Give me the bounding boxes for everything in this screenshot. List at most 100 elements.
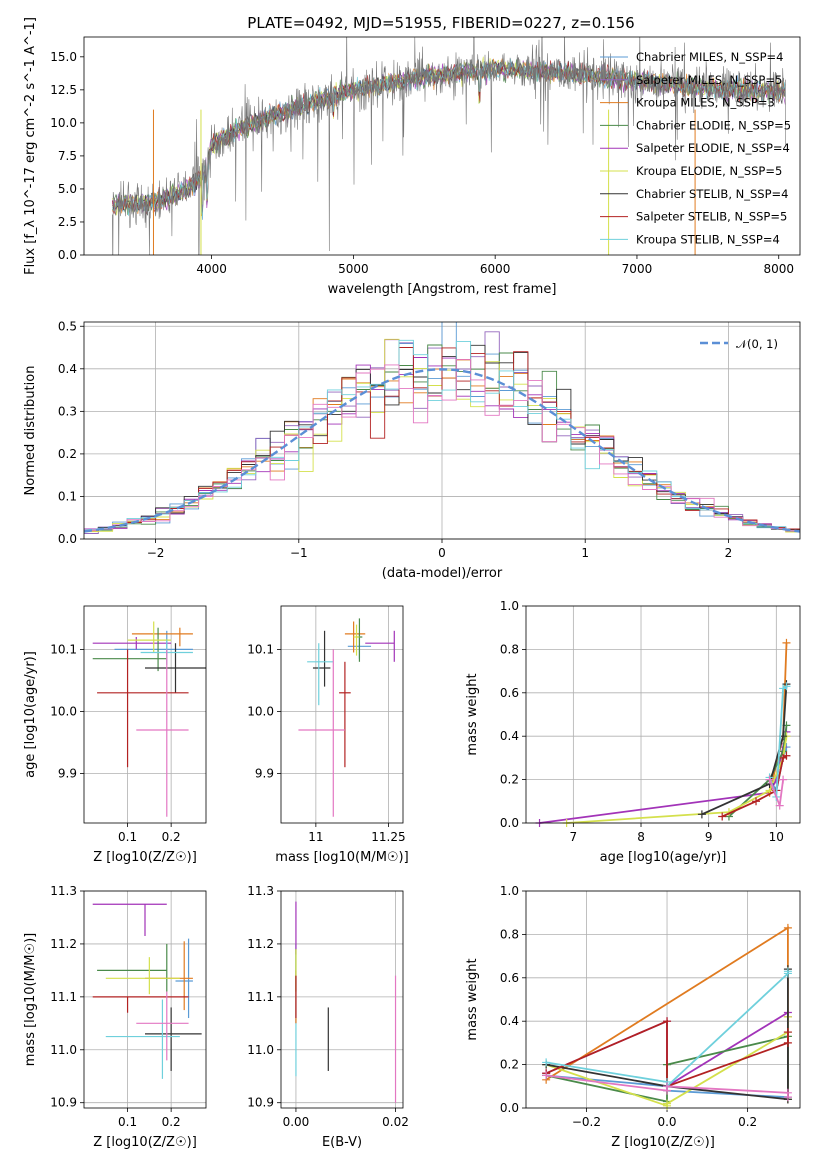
spectrum-legend-label: Salpeter MILES, N_SSP=5 xyxy=(636,73,782,87)
mass_vs_EBV-y-tick-label: 11.3 xyxy=(247,884,274,898)
weight_vs_Z-series-marker xyxy=(783,1028,792,1037)
spectrum-x-tick-label: 5000 xyxy=(338,262,369,276)
weight_vs_Z-axes-frame xyxy=(525,890,801,1109)
spectrum-legend-label: Chabrier STELIB, N_SSP=4 xyxy=(636,187,788,201)
mass_vs_Z-panel: 0.1 0.2 10.9 11.0 11.1 11.2 11.3 Z [log10(Z/Z☉)… xyxy=(23,884,207,1150)
residuals-x-tick-label: 1 xyxy=(581,546,589,560)
weight_vs_age-x-axis-label: age [log10(age/yr)] xyxy=(600,850,727,865)
figure-title: PLATE=0492, MJD=51955, FIBERID=0227, z=0… xyxy=(247,14,634,32)
weight_vs_Z-series-marker xyxy=(542,1071,551,1080)
weight_vs_Z-x-tick-label: 0.0 xyxy=(657,1115,676,1129)
weight_vs_Z-x-axis-label: Z [log10(Z/Z☉)] xyxy=(611,1135,715,1150)
age_vs_mass-plot-area xyxy=(298,618,395,817)
residuals-legend-label: 𝒩(0, 1) xyxy=(736,337,778,351)
weight_vs_Z-series-marker xyxy=(542,1058,551,1067)
age_vs_Z-panel: 0.1 0.2 9.9 10.0 10.1 Z [log10(Z/Z☉)] age [log… xyxy=(23,605,207,865)
residuals-x-tick-label: 0 xyxy=(438,546,446,560)
weight_vs_Z-series-marker xyxy=(663,1017,672,1026)
spectrum-y-tick-label: 10.0 xyxy=(50,116,77,130)
age_vs_mass-x-tick-label: 11 xyxy=(308,830,323,844)
spectrum-y-tick-label: 12.5 xyxy=(50,83,77,97)
mass_vs_Z-y-tick-label: 10.9 xyxy=(50,1096,77,1110)
weight_vs_age-series-line xyxy=(728,725,788,818)
weight_vs_age-axes-frame xyxy=(525,605,801,824)
age_vs_Z-y-tick-label: 9.9 xyxy=(58,766,77,780)
mass_vs_Z-y-tick-label: 11.2 xyxy=(50,937,77,951)
weight_vs_Z-series-marker xyxy=(783,923,792,932)
spectrum-panel: 4000 5000 6000 7000 8000 0.0 2.5 5.0 7.5 10.0 12.5… xyxy=(23,17,801,297)
mass_vs_Z-plot-area xyxy=(92,903,202,1079)
age_vs_Z-x-tick-label: 0.1 xyxy=(118,830,137,844)
spectrum-legend-label: Kroupa MILES, N_SSP=3 xyxy=(636,96,775,110)
weight_vs_age-plot-area xyxy=(535,638,791,827)
weight_vs_Z-y-tick-label: 0.6 xyxy=(500,971,519,985)
mass_vs_EBV-y-tick-label: 11.1 xyxy=(247,990,274,1004)
mass_vs_Z-x-tick-label: 0.1 xyxy=(118,1115,137,1129)
weight_vs_Z-y-tick-label: 1.0 xyxy=(500,884,519,898)
weight_vs_Z-y-tick-label: 0.4 xyxy=(500,1014,519,1028)
weight_vs_age-series-marker xyxy=(697,810,706,819)
spectrum-data-line xyxy=(112,37,786,255)
residuals-y-tick-label: 0.0 xyxy=(58,532,77,546)
weight_vs_age-y-tick-label: 0.4 xyxy=(500,729,519,743)
mass_vs_Z-y-tick-label: 11.3 xyxy=(50,884,77,898)
weight_vs_age-y-tick-label: 0.6 xyxy=(500,686,519,700)
residuals-x-tick-label: −2 xyxy=(147,546,165,560)
spectrum-x-tick-label: 8000 xyxy=(763,262,794,276)
weight_vs_age-x-tick-label: 9 xyxy=(705,830,713,844)
spectrum-x-axis-label: wavelength [Angstrom, rest frame] xyxy=(328,282,557,297)
age_vs_mass-y-tick-label: 10.0 xyxy=(247,704,274,718)
weight_vs_Z-series-marker xyxy=(783,1038,792,1047)
spectrum-plot-area xyxy=(112,37,786,255)
weight_vs_age-y-tick-label: 1.0 xyxy=(500,599,519,613)
age_vs_Z-y-axis-label: age [log10(age/yr)] xyxy=(23,651,38,778)
weight_vs_age-y-tick-label: 0.2 xyxy=(500,773,519,787)
residuals-x-tick-label: −1 xyxy=(290,546,308,560)
weight_vs_age-x-tick-label: 8 xyxy=(637,830,645,844)
spectrum-y-tick-label: 7.5 xyxy=(58,149,77,163)
spectrum-legend-label: Kroupa ELODIE, N_SSP=5 xyxy=(636,164,782,178)
weight_vs_age-series-marker xyxy=(779,775,788,784)
weight_vs_Z-series-marker xyxy=(663,1099,672,1108)
mass_vs_Z-y-axis-label: mass [log10(M/M☉)] xyxy=(23,933,38,1066)
mass_vs_EBV-y-tick-label: 11.2 xyxy=(247,937,274,951)
residuals-x-axis-label: (data-model)/error xyxy=(382,566,503,581)
spectrum-y-tick-label: 2.5 xyxy=(58,215,77,229)
age_vs_Z-y-tick-label: 10.1 xyxy=(50,642,77,656)
mass_vs_EBV-panel: 0.00 0.02 10.9 11.0 11.1 11.2 11.3 E(B-V) xyxy=(247,884,409,1150)
residuals-y-tick-label: 0.2 xyxy=(58,447,77,461)
mass_vs_EBV-x-tick-label: 0.00 xyxy=(283,1115,310,1129)
residuals-histogram xyxy=(84,358,800,534)
mass_vs_Z-y-tick-label: 11.1 xyxy=(50,990,77,1004)
age_vs_Z-plot-area xyxy=(92,621,206,817)
weight_vs_Z-series-marker xyxy=(783,967,792,976)
spectrum-x-tick-label: 7000 xyxy=(622,262,653,276)
age_vs_Z-x-tick-label: 0.2 xyxy=(162,830,181,844)
age_vs_mass-x-axis-label: mass [log10(M/M☉)] xyxy=(275,850,408,865)
weight_vs_age-x-tick-label: 10 xyxy=(769,830,784,844)
weight_vs_Z-y-tick-label: 0.8 xyxy=(500,927,519,941)
spectrum-axes-frame xyxy=(83,36,801,256)
age_vs_mass-axes-frame xyxy=(280,605,404,824)
weight_vs_Z-y-tick-label: 0.0 xyxy=(500,1101,519,1115)
weight_vs_Z-series-marker xyxy=(783,1093,792,1102)
mass_vs_EBV-axes-frame xyxy=(280,890,404,1109)
weight_vs_Z-series-marker xyxy=(663,1082,672,1091)
residuals-plot-area xyxy=(84,322,800,534)
weight_vs_age-series-marker xyxy=(765,775,774,784)
age_vs_Z-axes-frame xyxy=(83,605,207,824)
residuals-y-tick-label: 0.3 xyxy=(58,404,77,418)
weight_vs_age-panel: 7 8 9 10 0.0 0.2 0.4 0.6 0.8 1.0 age [log10(age/yr… xyxy=(465,599,801,865)
mass_vs_EBV-y-tick-label: 10.9 xyxy=(247,1096,274,1110)
spectrum-y-axis-label: Flux [f_λ 10^-17 erg cm^-2 s^-1 A^-1] xyxy=(23,17,38,275)
mass_vs_EBV-x-tick-label: 0.02 xyxy=(382,1115,409,1129)
weight_vs_age-series-marker xyxy=(782,638,791,647)
spectrum-legend-label: Salpeter STELIB, N_SSP=5 xyxy=(636,210,787,224)
weight_vs_age-y-tick-label: 0.0 xyxy=(500,816,519,830)
mass_vs_EBV-x-axis-label: E(B-V) xyxy=(322,1135,362,1150)
age_vs_Z-y-tick-label: 10.0 xyxy=(50,704,77,718)
weight_vs_Z-y-axis-label: mass weight xyxy=(465,958,480,1040)
weight_vs_age-series-line xyxy=(701,684,788,816)
residuals-y-tick-label: 0.1 xyxy=(58,489,77,503)
